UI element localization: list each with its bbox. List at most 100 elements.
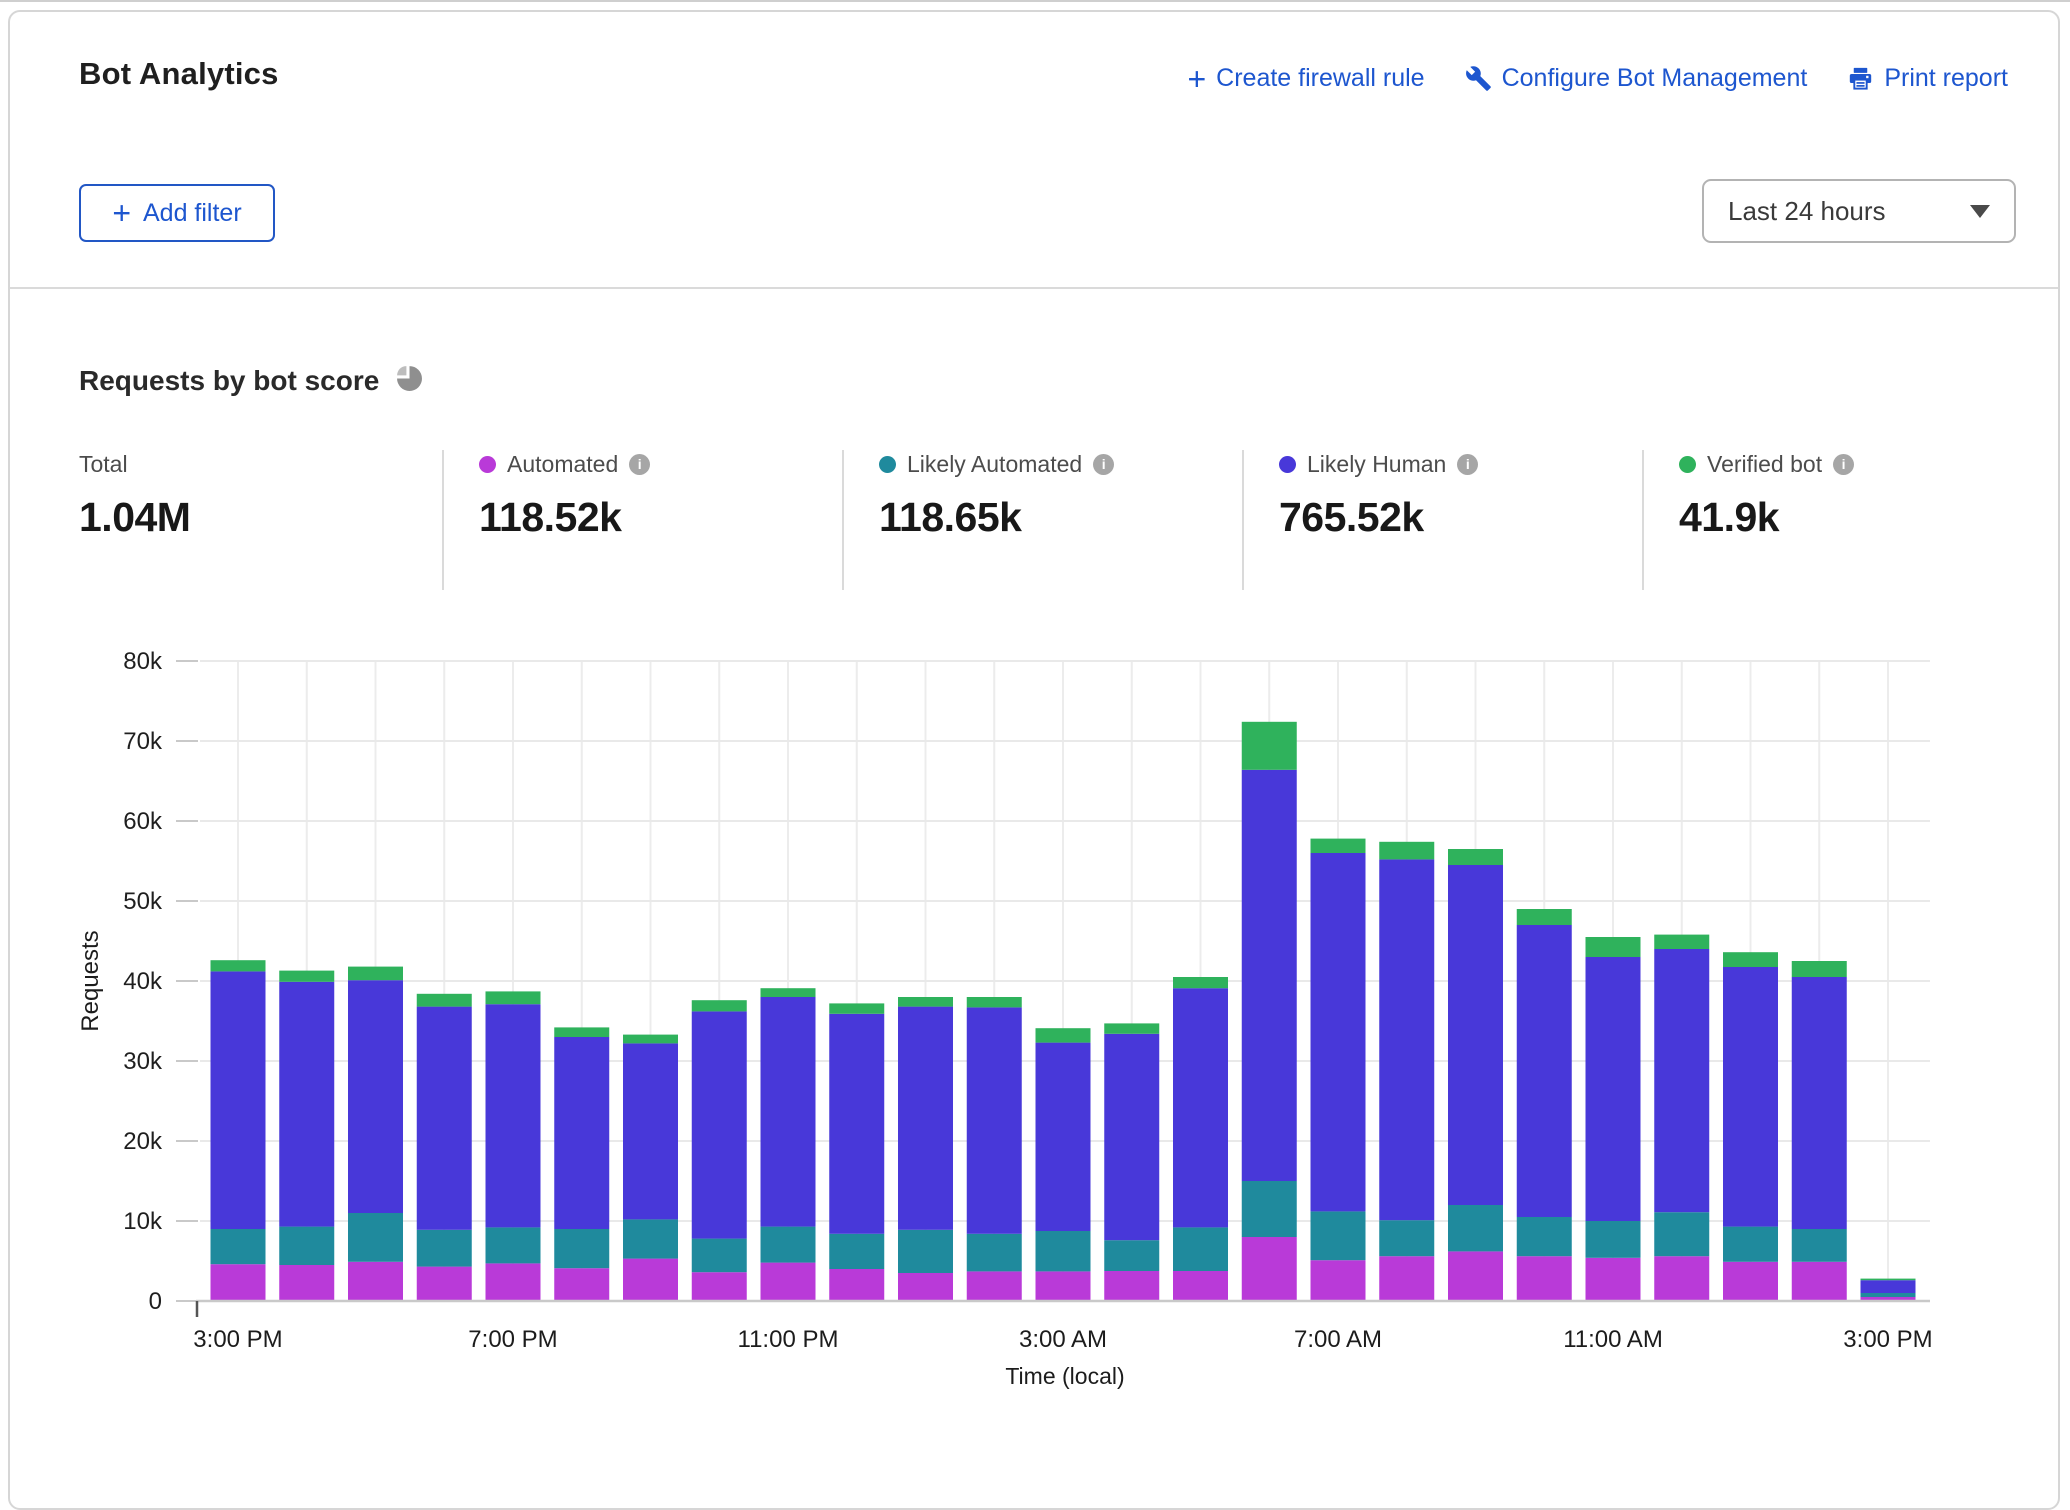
bar-segment[interactable]: 12:00 PM — Likely Automated: 5.5k [1654, 1212, 1710, 1257]
print-report-link[interactable]: Print report [1847, 64, 2008, 93]
bar-segment[interactable]: 8:00 AM — Verified bot: 2.2k [1379, 841, 1435, 860]
bar-segment[interactable]: 3:00 AM — Verified bot: 1.8k [1035, 1028, 1091, 1043]
bar-segment[interactable]: 6:00 AM — Automated: 8k [1241, 1237, 1297, 1301]
bar-segment[interactable]: 11:00 PM — Verified bot: 1.1k [760, 988, 816, 997]
bar-segment[interactable]: 3:00 PM — Likely Human: 1.6k [1860, 1280, 1916, 1293]
bar-segment[interactable]: 5:00 AM — Likely Human: 29.9k [1173, 988, 1228, 1228]
bar-segment[interactable]: 2:00 AM — Automated: 3.7k [966, 1271, 1022, 1301]
bar-segment[interactable]: 5:00 PM — Likely Automated: 6.1k [348, 1213, 403, 1262]
info-icon[interactable]: i [1093, 453, 1115, 475]
bar-segment[interactable]: 9:00 PM — Likely Human: 22k [623, 1043, 678, 1220]
bar-segment[interactable]: 7:00 PM — Verified bot: 1.6k [485, 991, 541, 1005]
info-icon[interactable]: i [629, 453, 651, 475]
bar-segment[interactable]: 3:00 PM — Verified bot: 1.4k [210, 960, 266, 972]
bar-segment[interactable]: 4:00 AM — Likely Automated: 3.85k [1104, 1240, 1160, 1271]
bar-segment[interactable]: 12:00 AM — Likely Automated: 4.4k [829, 1233, 885, 1269]
bar-segment[interactable]: 10:00 PM — Likely Automated: 4.2k [691, 1238, 747, 1273]
bar-segment[interactable]: 4:00 AM — Automated: 3.75k [1104, 1271, 1160, 1301]
bar-segment[interactable]: 11:00 AM — Verified bot: 2.5k [1585, 937, 1641, 957]
add-filter-button[interactable]: + Add filter [79, 184, 275, 242]
bar-segment[interactable]: 1:00 AM — Automated: 3.5k [898, 1273, 953, 1301]
bar-segment[interactable]: 3:00 PM — Likely Human: 32.2k [210, 971, 266, 1229]
bar-segment[interactable]: 6:00 PM — Verified bot: 1.6k [416, 993, 472, 1007]
time-range-select[interactable]: Last 24 hours [1702, 179, 2016, 243]
bar-segment[interactable]: 12:00 AM — Automated: 4k [829, 1269, 885, 1301]
bar-segment[interactable]: 1:00 PM — Likely Human: 32.45k [1723, 967, 1778, 1227]
bar-segment[interactable]: 5:00 PM — Likely Human: 29.1k [348, 980, 403, 1213]
bar-segment[interactable]: 2:00 AM — Likely Automated: 4.7k [966, 1233, 1022, 1272]
bar-segment[interactable]: 5:00 PM — Automated: 4.9k [348, 1261, 403, 1301]
bar-segment[interactable]: 8:00 PM — Likely Automated: 4.9k [554, 1229, 610, 1269]
bar-segment[interactable]: 8:00 PM — Automated: 4.1k [554, 1268, 610, 1301]
bar-segment[interactable]: 3:00 AM — Likely Automated: 5.05k [1035, 1231, 1091, 1272]
bar-segment[interactable]: 8:00 AM — Likely Human: 45.1k [1379, 859, 1435, 1221]
bar-segment[interactable]: 11:00 AM — Likely Human: 33k [1585, 957, 1641, 1221]
bar-segment[interactable]: 7:00 AM — Verified bot: 1.8k [1310, 838, 1366, 853]
info-icon[interactable]: i [1457, 453, 1479, 475]
bar-segment[interactable]: 2:00 AM — Likely Human: 28.3k [966, 1007, 1022, 1234]
bar-segment[interactable]: 1:00 AM — Verified bot: 1.2k [898, 997, 953, 1007]
bar-segment[interactable]: 12:00 AM — Verified bot: 1.3k [829, 1003, 885, 1014]
bar-segment[interactable]: 6:00 AM — Likely Human: 51.4k [1241, 769, 1297, 1181]
bar-segment[interactable]: 5:00 AM — Likely Automated: 5.45k [1173, 1227, 1228, 1271]
bar-segment[interactable]: 2:00 AM — Verified bot: 1.3k [966, 997, 1022, 1008]
bar-segment[interactable]: 2:00 PM — Likely Automated: 4.1k [1791, 1229, 1847, 1262]
bar-segment[interactable]: 3:00 AM — Automated: 3.7k [1035, 1271, 1091, 1301]
bar-segment[interactable]: 4:00 PM — Likely Automated: 4.8k [279, 1226, 335, 1265]
bar-segment[interactable]: 3:00 PM — Likely Automated: 0.5k [1860, 1293, 1916, 1297]
bar-segment[interactable]: 3:00 PM — Automated: 4.6k [210, 1264, 266, 1301]
bar-segment[interactable]: 3:00 PM — Automated: 0.5k [1860, 1297, 1916, 1301]
bar-segment[interactable]: 6:00 AM — Verified bot: 6k [1241, 721, 1297, 770]
bar-segment[interactable]: 10:00 AM — Verified bot: 2k [1516, 909, 1572, 925]
bar-segment[interactable]: 8:00 AM — Automated: 5.6k [1379, 1256, 1435, 1301]
bar-segment[interactable]: 9:00 PM — Automated: 5.3k [623, 1258, 678, 1301]
bar-segment[interactable]: 1:00 PM — Verified bot: 1.85k [1723, 952, 1778, 967]
bar-segment[interactable]: 3:00 AM — Likely Human: 23.55k [1035, 1042, 1091, 1231]
bar-segment[interactable]: 1:00 PM — Automated: 4.9k [1723, 1261, 1778, 1301]
bar-segment[interactable]: 9:00 AM — Likely Automated: 5.8k [1448, 1205, 1503, 1252]
bar-segment[interactable]: 12:00 PM — Automated: 5.6k [1654, 1256, 1710, 1301]
bar-segment[interactable]: 7:00 PM — Automated: 4.7k [485, 1263, 541, 1301]
bar-segment[interactable]: 4:00 AM — Verified bot: 1.3k [1104, 1023, 1160, 1034]
bar-segment[interactable]: 4:00 PM — Verified bot: 1.4k [279, 970, 335, 982]
bar-segment[interactable]: 2:00 PM — Verified bot: 2k [1791, 961, 1847, 977]
bar-segment[interactable]: 9:00 AM — Automated: 6.2k [1448, 1251, 1503, 1301]
bar-segment[interactable]: 10:00 PM — Verified bot: 1.4k [691, 1000, 747, 1012]
bar-segment[interactable]: 8:00 PM — Verified bot: 1.2k [554, 1027, 610, 1037]
bar-segment[interactable]: 3:00 PM — Likely Automated: 4.4k [210, 1229, 266, 1265]
bar-segment[interactable]: 6:00 AM — Likely Automated: 7k [1241, 1181, 1297, 1237]
bar-segment[interactable]: 9:00 AM — Verified bot: 2k [1448, 849, 1503, 865]
configure-bot-management-link[interactable]: Configure Bot Management [1465, 64, 1807, 93]
bar-segment[interactable]: 10:00 PM — Likely Human: 28.4k [691, 1011, 747, 1239]
bar-segment[interactable]: 1:00 AM — Likely Human: 27.9k [898, 1006, 953, 1230]
bar-segment[interactable]: 11:00 PM — Likely Human: 28.7k [760, 997, 816, 1227]
bar-segment[interactable]: 4:00 AM — Likely Human: 25.8k [1104, 1033, 1160, 1241]
bar-segment[interactable]: 1:00 PM — Likely Automated: 4.4k [1723, 1226, 1778, 1262]
bar-segment[interactable]: 2:00 PM — Likely Human: 31.5k [1791, 977, 1847, 1229]
bar-segment[interactable]: 1:00 AM — Likely Automated: 5.4k [898, 1229, 953, 1273]
requests-by-bot-score-chart[interactable]: 0 10k 20k 30k 40k 50k 60k 70k 80k 3:00 PM — Autom… [0, 0, 2070, 1394]
bar-segment[interactable]: 5:00 AM — Automated: 3.75k [1173, 1271, 1228, 1301]
bar-segment[interactable]: 4:00 PM — Automated: 4.5k [279, 1265, 335, 1301]
bar-segment[interactable]: 7:00 AM — Likely Automated: 6.1k [1310, 1211, 1366, 1261]
bar-segment[interactable]: 11:00 AM — Automated: 5.4k [1585, 1257, 1641, 1301]
bar-segment[interactable]: 12:00 PM — Verified bot: 1.8k [1654, 934, 1710, 949]
bar-segment[interactable]: 12:00 AM — Likely Human: 27.5k [829, 1013, 885, 1234]
bar-segment[interactable]: 10:00 AM — Automated: 5.6k [1516, 1256, 1572, 1301]
bar-segment[interactable]: 9:00 AM — Likely Human: 42.5k [1448, 865, 1503, 1205]
bar-segment[interactable]: 11:00 PM — Likely Automated: 4.5k [760, 1226, 816, 1263]
bar-segment[interactable]: 2:00 PM — Automated: 4.9k [1791, 1261, 1847, 1301]
bar-segment[interactable]: 7:00 AM — Automated: 5.1k [1310, 1260, 1366, 1301]
bar-segment[interactable]: 9:00 PM — Verified bot: 1.1k [623, 1034, 678, 1044]
bar-segment[interactable]: 3:00 PM — Verified bot: 0.2k [1860, 1278, 1916, 1281]
bar-segment[interactable]: 8:00 AM — Likely Automated: 4.5k [1379, 1220, 1435, 1257]
bar-segment[interactable]: 12:00 PM — Likely Human: 32.9k [1654, 949, 1710, 1213]
bar-segment[interactable]: 11:00 AM — Likely Automated: 4.6k [1585, 1221, 1641, 1258]
bar-segment[interactable]: 7:00 PM — Likely Human: 27.9k [485, 1004, 541, 1228]
bar-segment[interactable]: 7:00 AM — Likely Human: 44.8k [1310, 853, 1366, 1212]
bar-segment[interactable]: 11:00 PM — Automated: 4.8k [760, 1262, 816, 1301]
bar-segment[interactable]: 10:00 AM — Likely Automated: 4.9k [1516, 1217, 1572, 1257]
bar-segment[interactable]: 4:00 PM — Likely Human: 30.6k [279, 981, 335, 1227]
bar-segment[interactable]: 7:00 PM — Likely Automated: 4.5k [485, 1227, 541, 1264]
bar-segment[interactable]: 5:00 PM — Verified bot: 1.7k [348, 966, 403, 981]
